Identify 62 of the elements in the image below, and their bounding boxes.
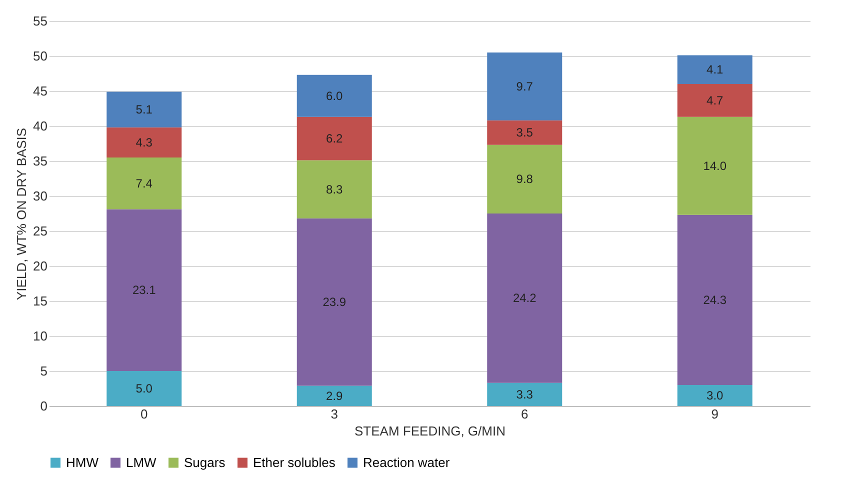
bar bbox=[677, 55, 752, 84]
data-label: 6.2 bbox=[326, 132, 344, 146]
y-tick-label: 55 bbox=[33, 14, 48, 28]
y-tick-label: 25 bbox=[33, 224, 48, 238]
y-axis-title: YIELD, WT% ON DRY BASIS bbox=[14, 128, 30, 300]
bar bbox=[106, 209, 182, 371]
data-label: 6.0 bbox=[326, 88, 344, 103]
x-tick-label: 3 bbox=[330, 406, 338, 422]
data-label: 14.0 bbox=[703, 158, 727, 173]
legend-label: Reaction water bbox=[363, 454, 450, 470]
data-label: 3.0 bbox=[706, 388, 724, 402]
bar bbox=[106, 127, 182, 158]
y-tick-label: 30 bbox=[33, 188, 48, 204]
bar bbox=[296, 386, 372, 406]
data-label: 3.3 bbox=[516, 387, 534, 402]
y-tick-label: 35 bbox=[33, 154, 48, 168]
x-tick-label: 0 bbox=[140, 406, 148, 422]
data-label: 2.9 bbox=[326, 388, 344, 403]
bar bbox=[677, 385, 752, 406]
data-label: 24.2 bbox=[512, 291, 537, 306]
bar bbox=[487, 144, 562, 214]
y-tick-label: 45 bbox=[33, 84, 48, 98]
y-tick-label: 10 bbox=[33, 328, 48, 344]
bar bbox=[296, 218, 372, 386]
bar bbox=[106, 158, 182, 210]
bar bbox=[106, 371, 182, 406]
data-label: 9.8 bbox=[516, 172, 534, 186]
data-label: 5.0 bbox=[136, 382, 153, 396]
y-tick-label: 20 bbox=[33, 258, 48, 274]
bar bbox=[487, 214, 562, 383]
data-label: 5.1 bbox=[136, 102, 153, 117]
bar bbox=[487, 52, 562, 120]
x-tick-label: 9 bbox=[711, 406, 718, 422]
legend-label: LMW bbox=[126, 454, 158, 470]
bar bbox=[296, 74, 372, 117]
bar bbox=[677, 214, 752, 385]
bar bbox=[677, 116, 752, 215]
data-label: 4.7 bbox=[706, 93, 724, 108]
bar bbox=[296, 160, 372, 218]
data-label: 3.5 bbox=[516, 126, 534, 140]
data-label: 4.3 bbox=[136, 135, 153, 150]
x-axis-title: STEAM FEEDING, G/MIN bbox=[354, 424, 506, 438]
legend-label: Ether solubles bbox=[253, 454, 336, 470]
bar bbox=[487, 120, 562, 145]
data-label: 23.1 bbox=[132, 283, 156, 298]
legend-label: HMW bbox=[66, 454, 100, 470]
bar bbox=[106, 92, 182, 128]
bar bbox=[296, 116, 372, 160]
bar bbox=[677, 84, 752, 117]
data-label: 4.1 bbox=[706, 62, 724, 77]
y-tick-label: 40 bbox=[33, 118, 48, 134]
x-tick-label: 6 bbox=[521, 406, 528, 422]
data-label: 24.3 bbox=[703, 292, 727, 307]
data-label: 23.9 bbox=[322, 295, 346, 310]
bar bbox=[487, 382, 562, 406]
data-label: 9.7 bbox=[516, 79, 534, 94]
data-label: 8.3 bbox=[326, 182, 344, 196]
data-label: 7.4 bbox=[136, 176, 153, 190]
y-tick-label: 15 bbox=[33, 294, 48, 308]
y-tick-label: 5 bbox=[40, 364, 48, 378]
y-tick-label: 50 bbox=[33, 48, 48, 64]
legend-label: Sugars bbox=[184, 454, 226, 470]
